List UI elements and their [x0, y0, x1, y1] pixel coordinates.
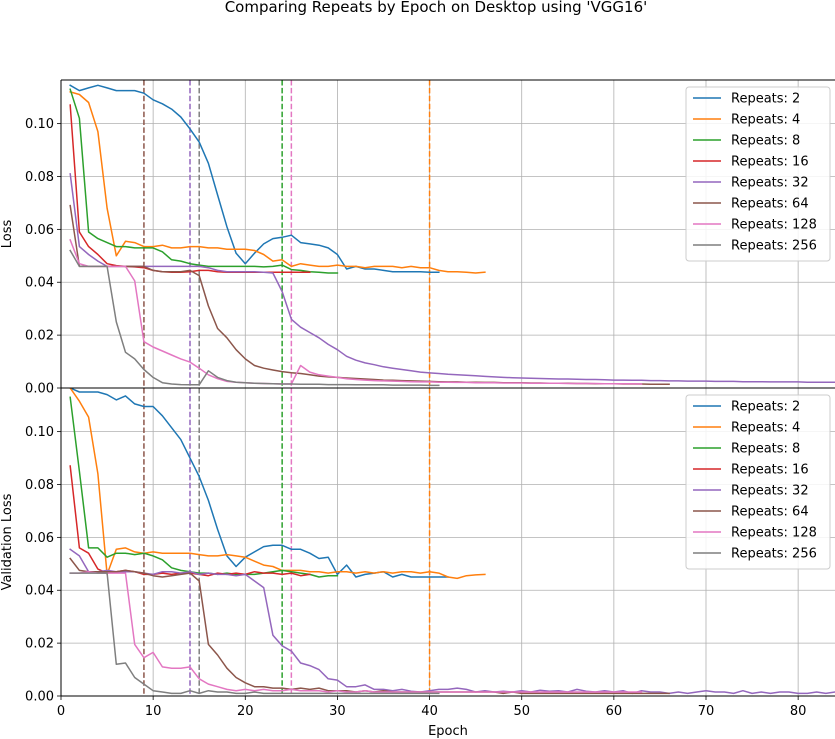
- y-tick-label: 0.04: [25, 276, 54, 291]
- x-tick-label: 70: [698, 704, 715, 719]
- x-tick-label: 10: [145, 704, 162, 719]
- series-line: [69, 249, 440, 387]
- series-line: [69, 238, 643, 385]
- y-tick-label: 0.08: [25, 478, 54, 493]
- x-tick-label: 80: [790, 704, 807, 719]
- y-tick-label: 0.10: [25, 117, 54, 132]
- legend-label: Repeats: 32: [731, 484, 809, 499]
- x-tick-label: 50: [513, 704, 530, 719]
- legend-label: Repeats: 128: [731, 526, 817, 541]
- series-group: [69, 388, 835, 695]
- legend-label: Repeats: 8: [731, 134, 800, 149]
- y-tick-label: 0.08: [25, 170, 54, 185]
- legend-label: Repeats: 8: [731, 442, 800, 457]
- series-line: [69, 90, 486, 274]
- x-axis-label: Epoch: [428, 724, 468, 739]
- legend-label: Repeats: 2: [731, 400, 800, 415]
- y-axis-label: Loss: [0, 220, 15, 249]
- series-line: [69, 570, 643, 693]
- legend-label: Repeats: 16: [731, 155, 809, 170]
- legend-label: Repeats: 2: [731, 92, 800, 107]
- y-tick-label: 0.00: [25, 382, 54, 397]
- y-tick-label: 0.06: [25, 531, 54, 546]
- legend-box: [685, 86, 831, 262]
- series-line: [69, 88, 339, 274]
- series-line: [69, 388, 486, 580]
- series-line: [69, 548, 835, 695]
- legend: Repeats: 2 Repeats: 4 Repeats: 8 Repeats: 1…: [685, 86, 831, 262]
- legend-label: Repeats: 4: [731, 421, 800, 436]
- y-tick-label: 0.02: [25, 637, 54, 652]
- legend-box: [685, 394, 831, 570]
- y-axis-label: Validation Loss: [0, 493, 15, 590]
- legend: Repeats: 2 Repeats: 4 Repeats: 8 Repeats: 1…: [685, 394, 831, 570]
- series-line: [69, 572, 440, 695]
- legend-label: Repeats: 4: [731, 113, 800, 128]
- series-line: [69, 84, 440, 273]
- legend-label: Repeats: 128: [731, 218, 817, 233]
- validation-loss-panel: 0.00 0.02 0.04 0.06 0.08 0.10 Validation Loss R…: [0, 387, 835, 705]
- x-axis: 0 10 20 30 40 50 60 70 80: [57, 696, 807, 719]
- legend-label: Repeats: 64: [731, 505, 809, 520]
- y-tick-label: 0.06: [25, 223, 54, 238]
- legend-label: Repeats: 64: [731, 197, 809, 212]
- x-tick-label: 0: [57, 704, 65, 719]
- y-tick-label: 0.04: [25, 584, 54, 599]
- legend-label: Repeats: 256: [731, 547, 817, 562]
- y-tick-label: 0.00: [25, 690, 54, 705]
- x-tick-label: 40: [421, 704, 438, 719]
- x-tick-label: 30: [329, 704, 346, 719]
- legend-label: Repeats: 256: [731, 239, 817, 254]
- y-tick-label: 0.10: [25, 425, 54, 440]
- series-group: [69, 84, 835, 387]
- x-tick-label: 60: [606, 704, 623, 719]
- y-tick-label: 0.02: [25, 329, 54, 344]
- chart-title: Comparing Repeats by Epoch on Desktop us…: [225, 0, 648, 16]
- legend-label: Repeats: 16: [731, 463, 809, 478]
- x-tick-label: 20: [237, 704, 254, 719]
- legend-label: Repeats: 32: [731, 176, 809, 191]
- series-line: [69, 173, 835, 383]
